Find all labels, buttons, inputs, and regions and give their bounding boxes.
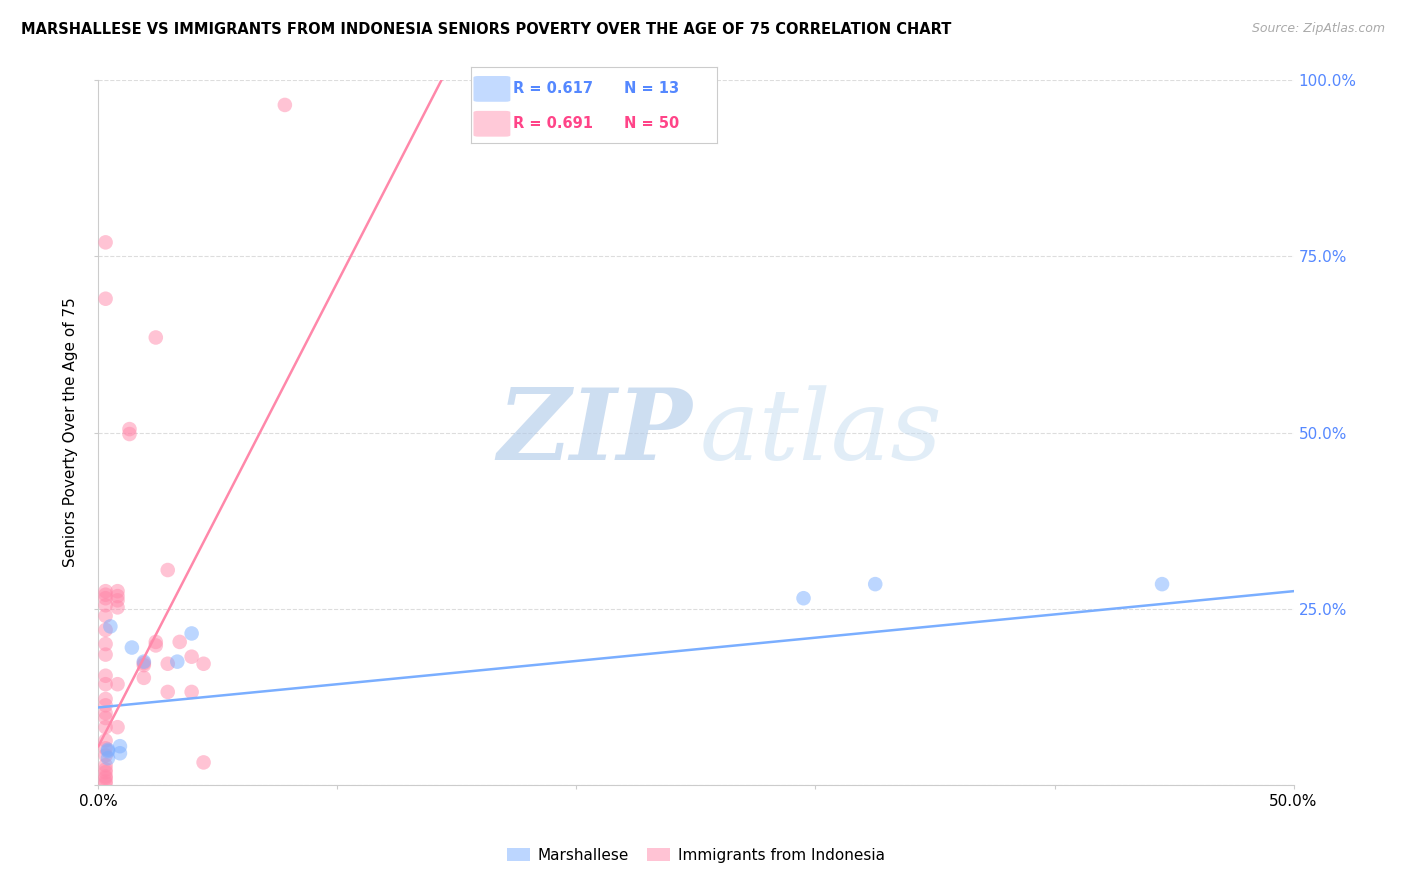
Point [97, 751, 120, 765]
Point [94, 720, 117, 734]
Point [94, 698, 117, 713]
Point [156, 685, 179, 699]
Point [94, 771, 117, 785]
Point [94, 648, 117, 662]
Point [132, 655, 155, 669]
Text: R = 0.691: R = 0.691 [513, 116, 593, 131]
Point [166, 655, 188, 669]
Text: ZIP: ZIP [498, 384, 692, 481]
Point [94, 765, 117, 780]
Text: atlas: atlas [700, 385, 942, 480]
Point [97, 744, 120, 758]
Point [98, 619, 122, 633]
Point [107, 589, 129, 603]
Point [274, 98, 297, 112]
Point [180, 685, 202, 699]
Point [94, 599, 117, 613]
Point [193, 657, 215, 671]
Point [1152, 577, 1174, 591]
Text: N = 50: N = 50 [624, 116, 679, 131]
Y-axis label: Seniors Poverty Over the Age of 75: Seniors Poverty Over the Age of 75 [63, 298, 79, 567]
Point [156, 657, 179, 671]
Text: MARSHALLESE VS IMMIGRANTS FROM INDONESIA SENIORS POVERTY OVER THE AGE OF 75 CORR: MARSHALLESE VS IMMIGRANTS FROM INDONESIA… [21, 22, 952, 37]
Text: N = 13: N = 13 [624, 81, 679, 96]
Point [121, 640, 143, 655]
Point [107, 600, 129, 615]
Point [156, 563, 179, 577]
Point [145, 639, 167, 653]
Point [97, 742, 120, 756]
Point [108, 746, 131, 760]
Point [94, 758, 117, 772]
Point [94, 763, 117, 777]
Point [132, 671, 155, 685]
FancyBboxPatch shape [474, 111, 510, 136]
Point [94, 706, 117, 720]
Point [94, 733, 117, 747]
Point [118, 422, 141, 436]
Point [94, 608, 117, 623]
Point [865, 577, 887, 591]
Text: R = 0.617: R = 0.617 [513, 81, 593, 96]
Text: Source: ZipAtlas.com: Source: ZipAtlas.com [1251, 22, 1385, 36]
Point [94, 669, 117, 683]
Point [145, 635, 167, 649]
Point [94, 741, 117, 756]
Point [169, 635, 191, 649]
Point [94, 588, 117, 602]
Point [107, 584, 129, 599]
Point [94, 623, 117, 637]
Point [145, 330, 167, 344]
Point [132, 658, 155, 673]
Point [94, 292, 117, 306]
Point [94, 591, 117, 606]
Point [107, 677, 129, 691]
Point [94, 677, 117, 691]
FancyBboxPatch shape [474, 76, 510, 102]
Point [108, 739, 131, 754]
Point [94, 711, 117, 725]
Point [180, 649, 202, 664]
Point [180, 626, 202, 640]
Point [94, 637, 117, 651]
Point [94, 776, 117, 790]
Legend: Marshallese, Immigrants from Indonesia: Marshallese, Immigrants from Indonesia [501, 842, 891, 869]
Point [107, 593, 129, 607]
Point [94, 235, 117, 250]
Point [132, 656, 155, 670]
Point [193, 756, 215, 770]
Point [793, 591, 815, 606]
Point [94, 748, 117, 763]
Point [94, 770, 117, 784]
Point [94, 584, 117, 599]
Point [94, 692, 117, 706]
Point [94, 774, 117, 789]
Point [118, 427, 141, 442]
Point [107, 720, 129, 734]
